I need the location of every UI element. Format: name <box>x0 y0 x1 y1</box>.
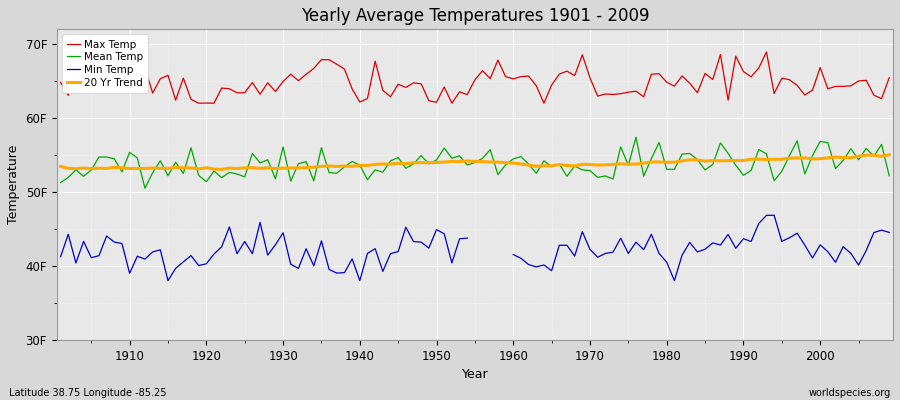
Max Temp <box>608 92 618 97</box>
Min Temp <box>331 271 342 276</box>
Title: Yearly Average Temperatures 1901 - 2009: Yearly Average Temperatures 1901 - 2009 <box>301 7 649 25</box>
Mean Temp <box>884 173 895 178</box>
Legend: Max Temp, Mean Temp, Min Temp, 20 Yr Trend: Max Temp, Mean Temp, Min Temp, 20 Yr Tre… <box>62 34 148 93</box>
Mean Temp <box>508 156 518 161</box>
20 Yr Trend <box>293 166 304 170</box>
Max Temp <box>194 101 204 106</box>
Min Temp <box>516 256 526 261</box>
Min Temp <box>116 241 127 246</box>
Min Temp <box>608 250 618 254</box>
Mean Temp <box>339 164 350 169</box>
20 Yr Trend <box>508 161 518 166</box>
Mean Temp <box>516 154 526 159</box>
Line: Min Temp: Min Temp <box>60 215 889 281</box>
Max Temp <box>884 75 895 80</box>
Mean Temp <box>55 180 66 185</box>
20 Yr Trend <box>55 164 66 169</box>
Max Temp <box>116 76 127 81</box>
X-axis label: Year: Year <box>462 368 488 381</box>
Min Temp <box>285 262 296 267</box>
Text: Latitude 38.75 Longitude -85.25: Latitude 38.75 Longitude -85.25 <box>9 388 166 398</box>
20 Yr Trend <box>608 162 618 167</box>
Min Temp <box>508 252 518 257</box>
Mean Temp <box>140 186 150 191</box>
20 Yr Trend <box>216 167 227 172</box>
20 Yr Trend <box>339 164 350 168</box>
Max Temp <box>339 67 350 72</box>
Text: worldspecies.org: worldspecies.org <box>809 388 891 398</box>
Mean Temp <box>116 169 127 174</box>
Mean Temp <box>608 176 618 181</box>
Mean Temp <box>293 161 304 166</box>
Mean Temp <box>631 135 642 140</box>
Line: 20 Yr Trend: 20 Yr Trend <box>60 155 889 169</box>
Y-axis label: Temperature: Temperature <box>7 145 20 224</box>
Max Temp <box>293 78 304 83</box>
20 Yr Trend <box>116 165 127 170</box>
Max Temp <box>55 80 66 85</box>
Max Temp <box>516 74 526 79</box>
Min Temp <box>884 230 895 235</box>
Line: Mean Temp: Mean Temp <box>60 137 889 188</box>
Max Temp <box>761 50 772 54</box>
20 Yr Trend <box>884 152 895 157</box>
Line: Max Temp: Max Temp <box>60 52 889 103</box>
20 Yr Trend <box>516 162 526 166</box>
Min Temp <box>55 254 66 259</box>
Max Temp <box>508 76 518 81</box>
